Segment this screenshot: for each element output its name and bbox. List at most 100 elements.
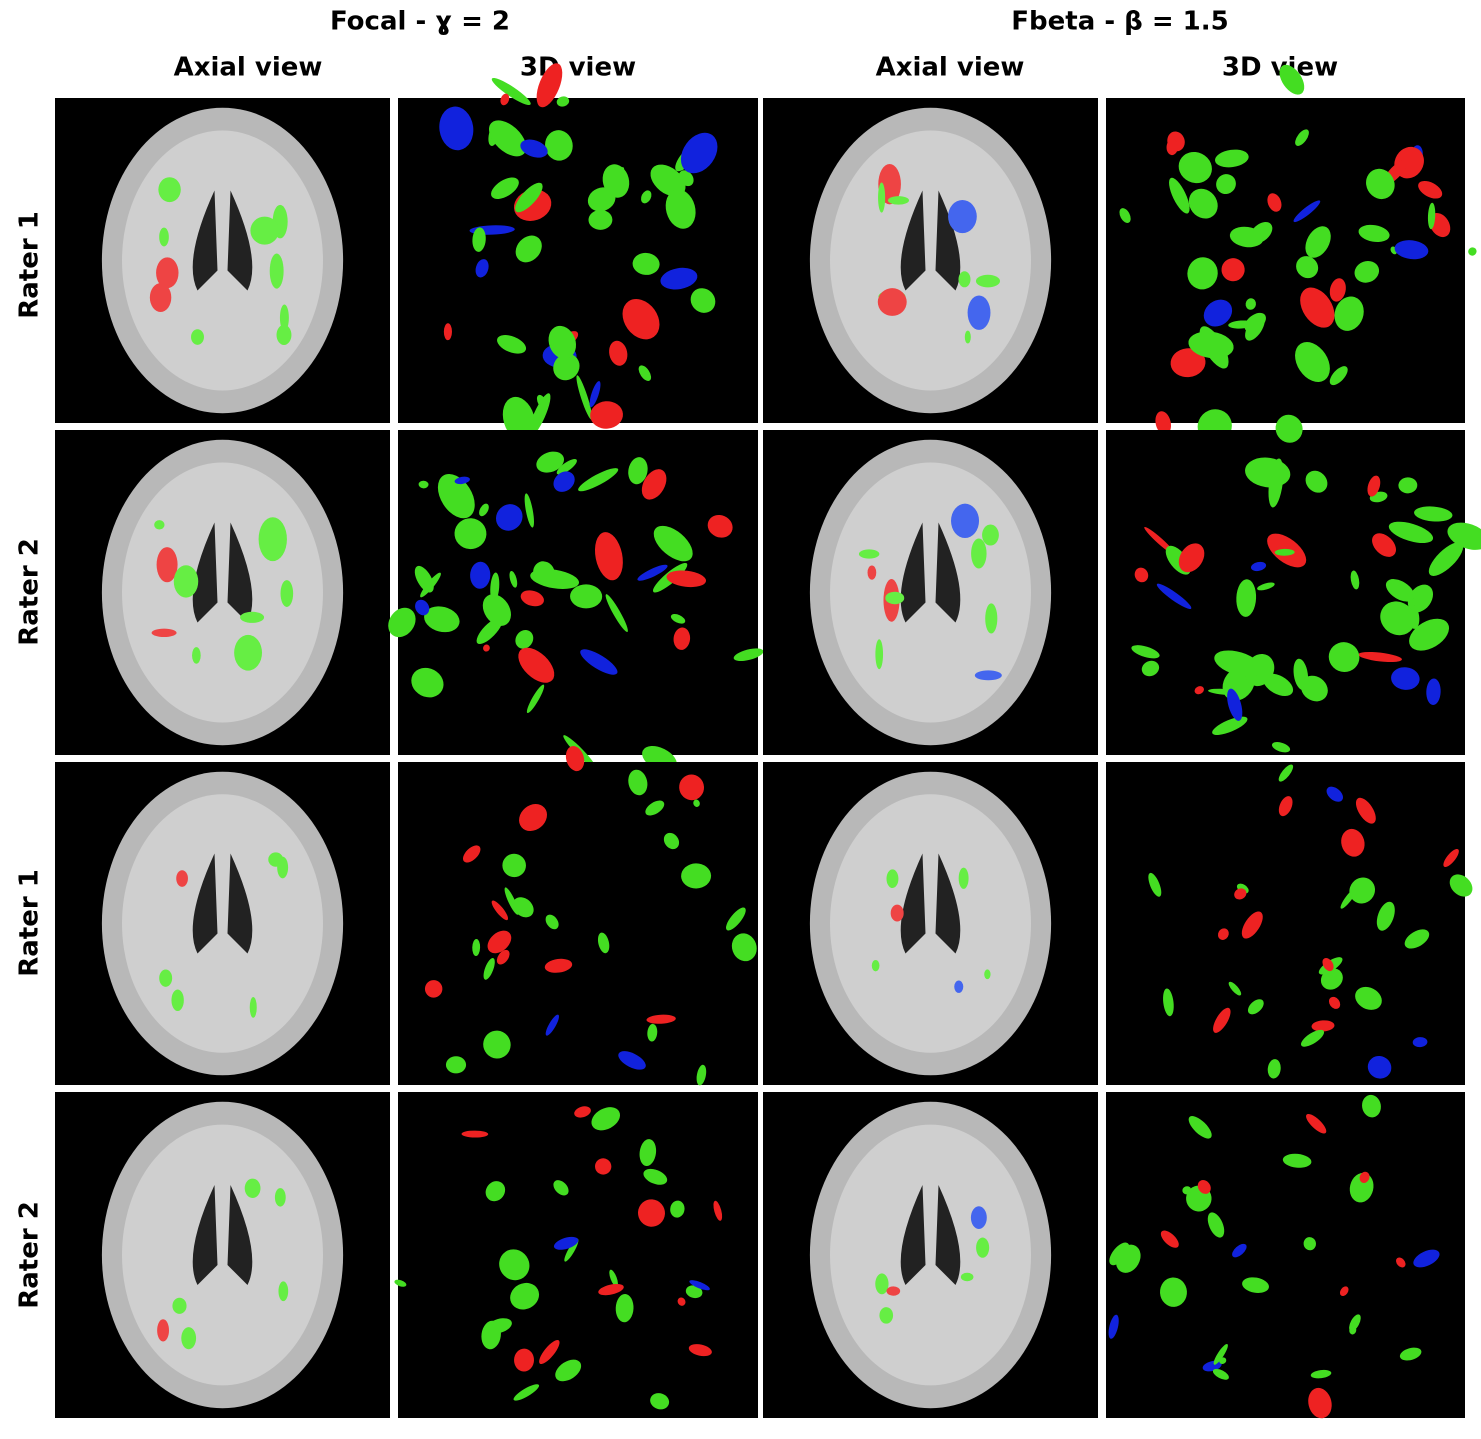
blob (545, 914, 559, 930)
blob (1349, 1326, 1357, 1335)
blob (1449, 874, 1473, 897)
blob (520, 139, 548, 158)
blob (607, 167, 625, 187)
column-header: Axial view (174, 53, 323, 83)
blob (1300, 287, 1335, 328)
lesion (885, 591, 905, 605)
blob (653, 525, 693, 562)
blob (1409, 618, 1450, 651)
blob (470, 561, 491, 589)
panel (398, 762, 758, 1085)
blob (1359, 1171, 1370, 1183)
blob (1447, 522, 1481, 550)
lesion (958, 867, 969, 889)
blob (1341, 828, 1365, 857)
blob (1305, 470, 1328, 493)
blob (1468, 247, 1477, 256)
blob (483, 644, 490, 652)
blob (1244, 312, 1266, 332)
blob (589, 381, 601, 408)
blob (1326, 786, 1343, 802)
group-title: Focal - ɣ = 2 (330, 7, 510, 37)
blob (688, 1344, 712, 1357)
blob (1293, 200, 1321, 223)
blob (1443, 848, 1459, 867)
blob (1305, 226, 1331, 258)
blob (524, 493, 534, 528)
blob (533, 561, 555, 585)
blob (605, 594, 628, 632)
lesion (958, 271, 971, 288)
lesion (886, 1286, 901, 1296)
blob (731, 933, 757, 962)
brain-inner (830, 794, 1031, 1053)
blob (1217, 928, 1229, 940)
blob (713, 1200, 723, 1221)
blob (680, 132, 718, 174)
blob (1278, 764, 1294, 782)
ventricles (192, 1185, 253, 1285)
blob (580, 649, 618, 675)
blob (520, 590, 544, 607)
lesion (960, 1272, 974, 1282)
blob (1413, 1249, 1440, 1268)
group-title: Fbeta - β = 1.5 (1011, 7, 1228, 37)
lesion (975, 274, 1000, 288)
blob (512, 897, 534, 918)
blob (1212, 716, 1248, 735)
blob (670, 1200, 685, 1218)
blob (1404, 929, 1430, 949)
blob (1391, 667, 1420, 690)
blob (553, 1236, 579, 1250)
blob (483, 1030, 511, 1059)
lesion (948, 199, 977, 234)
lesion (192, 647, 201, 664)
lesion (156, 547, 178, 583)
blob (1170, 348, 1206, 378)
blob (1418, 180, 1443, 199)
lesion (971, 538, 987, 569)
blob (497, 335, 527, 354)
blob (496, 949, 510, 965)
blob (1274, 548, 1295, 556)
blob (514, 1348, 535, 1372)
blob (615, 1293, 634, 1323)
panel (1106, 98, 1465, 423)
blob (545, 1014, 559, 1036)
blob (1303, 1237, 1316, 1251)
blob (637, 1199, 665, 1227)
blob (1169, 177, 1190, 214)
blob (1278, 796, 1293, 817)
blob (689, 1280, 710, 1291)
lesion (982, 524, 999, 546)
lesion (159, 227, 169, 247)
lesion (276, 324, 292, 345)
blob (1355, 797, 1376, 824)
lesion (976, 1237, 990, 1258)
blob (553, 353, 580, 381)
blob (1282, 1153, 1312, 1168)
lesion (890, 904, 904, 922)
blob (677, 1297, 686, 1306)
blob (1426, 678, 1441, 706)
lesion (176, 870, 188, 887)
blob (539, 1339, 560, 1364)
blob (475, 259, 489, 278)
blob (663, 832, 680, 850)
blob (519, 804, 548, 832)
lesion (867, 565, 877, 580)
blob (1334, 296, 1364, 331)
blob (588, 209, 613, 230)
blob (483, 957, 495, 980)
blob (1320, 968, 1343, 990)
blob (1232, 1243, 1247, 1258)
blob (1322, 957, 1334, 972)
blob (1380, 601, 1416, 636)
blob (673, 627, 691, 650)
lesion (157, 1319, 170, 1342)
row-label: Rater 1 (15, 211, 45, 319)
blob (1131, 645, 1160, 659)
blob (693, 799, 700, 807)
blob (609, 340, 628, 366)
